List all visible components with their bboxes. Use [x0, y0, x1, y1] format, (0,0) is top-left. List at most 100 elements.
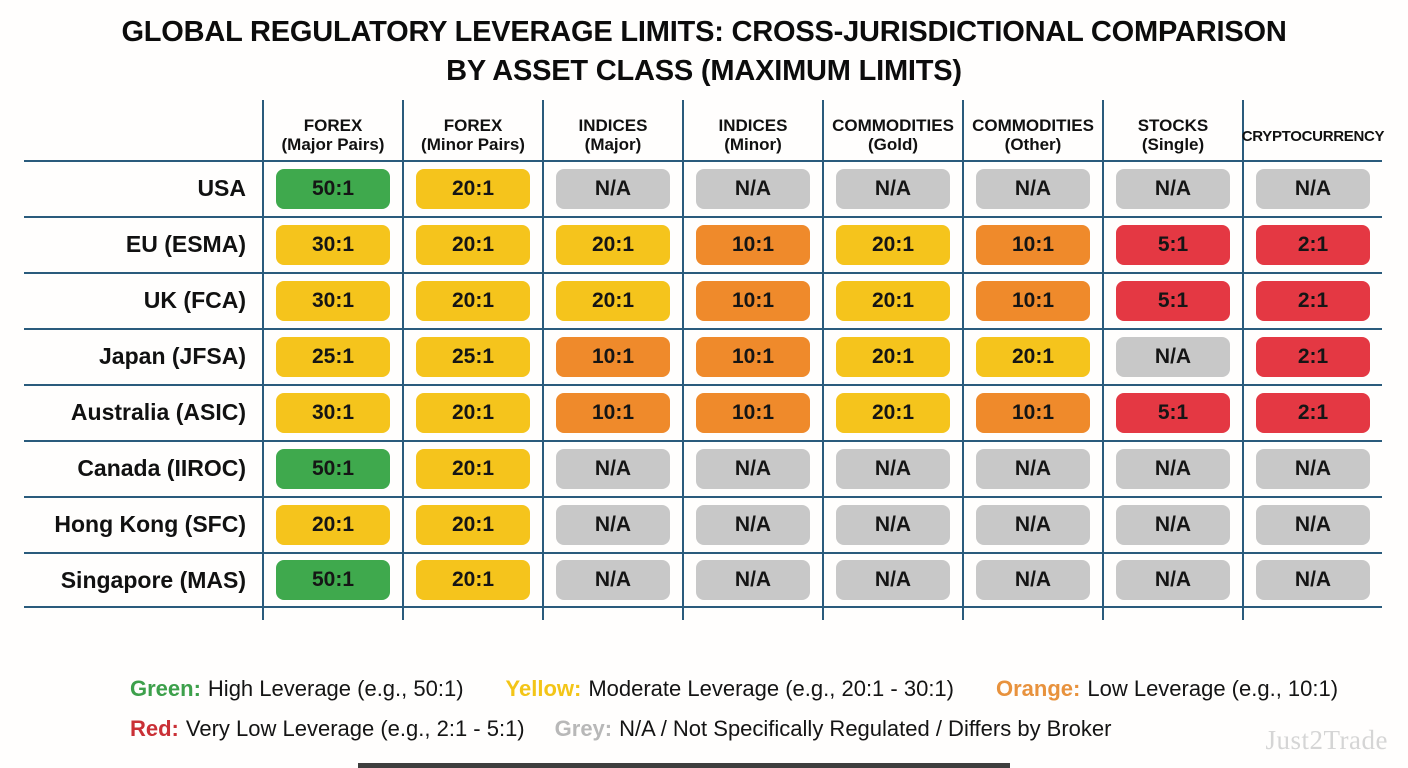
leverage-pill-red: 2:1	[1256, 281, 1370, 321]
leverage-pill-yellow: 20:1	[416, 560, 530, 600]
leverage-cell: N/A	[542, 552, 682, 608]
leverage-cell: N/A	[1102, 440, 1242, 496]
leverage-cell: 10:1	[962, 272, 1102, 328]
leverage-pill-orange: 10:1	[976, 225, 1090, 265]
leverage-pill-grey: N/A	[1116, 337, 1230, 377]
leverage-cell: 25:1	[402, 328, 542, 384]
leverage-pill-grey: N/A	[1256, 449, 1370, 489]
leverage-pill-orange: 10:1	[696, 337, 810, 377]
leverage-pill-yellow: 20:1	[836, 337, 950, 377]
leverage-pill-yellow: 30:1	[276, 281, 390, 321]
leverage-cell: 30:1	[262, 216, 402, 272]
column-header: STOCKS (Single)	[1102, 100, 1242, 160]
leverage-cell: N/A	[962, 552, 1102, 608]
leverage-pill-grey: N/A	[696, 560, 810, 600]
leverage-cell: 20:1	[962, 328, 1102, 384]
leverage-pill-red: 2:1	[1256, 393, 1370, 433]
table-tail	[542, 608, 682, 620]
legend-item: Yellow: Moderate Leverage (e.g., 20:1 - 3…	[506, 676, 954, 702]
leverage-pill-grey: N/A	[696, 169, 810, 209]
leverage-pill-red: 5:1	[1116, 225, 1230, 265]
leverage-pill-orange: 10:1	[696, 225, 810, 265]
leverage-pill-yellow: 30:1	[276, 225, 390, 265]
leverage-pill-yellow: 20:1	[276, 505, 390, 545]
table-corner	[24, 100, 262, 160]
leverage-cell: 20:1	[402, 440, 542, 496]
leverage-pill-red: 5:1	[1116, 393, 1230, 433]
leverage-cell: N/A	[542, 496, 682, 552]
legend-color-label: Green:	[130, 676, 201, 701]
legend-text: Moderate Leverage (e.g., 20:1 - 30:1)	[588, 676, 954, 701]
leverage-cell: N/A	[1102, 160, 1242, 216]
leverage-cell: 20:1	[402, 496, 542, 552]
leverage-pill-orange: 10:1	[696, 281, 810, 321]
leverage-pill-grey: N/A	[976, 560, 1090, 600]
leverage-cell: 20:1	[822, 384, 962, 440]
legend-item: Red: Very Low Leverage (e.g., 2:1 - 5:1)	[130, 716, 525, 742]
page-title-line2: BY ASSET CLASS (MAXIMUM LIMITS)	[446, 55, 962, 87]
column-header: CRYPTOCURRENCY	[1242, 100, 1385, 160]
leverage-pill-grey: N/A	[1256, 169, 1370, 209]
legend-color-label: Yellow:	[505, 676, 582, 701]
leverage-cell: 10:1	[682, 272, 822, 328]
column-header: INDICES (Minor)	[682, 100, 822, 160]
leverage-cell: 20:1	[822, 272, 962, 328]
leverage-pill-yellow: 20:1	[836, 225, 950, 265]
watermark-just2trade: Just2Trade	[1265, 725, 1388, 755]
leverage-pill-green: 50:1	[276, 169, 390, 209]
table-tail	[822, 608, 962, 620]
leverage-pill-green: 50:1	[276, 560, 390, 600]
leverage-pill-yellow: 30:1	[276, 393, 390, 433]
leverage-cell: N/A	[682, 496, 822, 552]
row-label: Japan (JFSA)	[24, 328, 262, 384]
column-header: COMMODITIES (Other)	[962, 100, 1102, 160]
row-label: Canada (IIROC)	[24, 440, 262, 496]
leverage-pill-grey: N/A	[1116, 169, 1230, 209]
row-label: Australia (ASIC)	[24, 384, 262, 440]
legend-text: Very Low Leverage (e.g., 2:1 - 5:1)	[185, 716, 525, 741]
leverage-cell: N/A	[1242, 160, 1382, 216]
leverage-pill-grey: N/A	[976, 449, 1090, 489]
table-tail	[1242, 608, 1382, 620]
leverage-cell: N/A	[682, 160, 822, 216]
leverage-pill-yellow: 20:1	[836, 393, 950, 433]
leverage-pill-orange: 10:1	[696, 393, 810, 433]
leverage-pill-yellow: 25:1	[276, 337, 390, 377]
leverage-pill-grey: N/A	[1256, 505, 1370, 545]
leverage-pill-grey: N/A	[976, 169, 1090, 209]
leverage-pill-grey: N/A	[556, 169, 670, 209]
leverage-pill-yellow: 20:1	[416, 281, 530, 321]
leverage-cell: 20:1	[402, 384, 542, 440]
leverage-pill-yellow: 20:1	[416, 225, 530, 265]
leverage-pill-red: 2:1	[1256, 337, 1370, 377]
leverage-cell: N/A	[822, 496, 962, 552]
leverage-cell: 20:1	[822, 328, 962, 384]
leverage-cell: N/A	[682, 440, 822, 496]
leverage-cell: N/A	[1102, 328, 1242, 384]
leverage-pill-grey: N/A	[556, 505, 670, 545]
leverage-pill-yellow: 25:1	[416, 337, 530, 377]
leverage-pill-yellow: 20:1	[416, 449, 530, 489]
leverage-pill-grey: N/A	[836, 560, 950, 600]
leverage-limits-table: FOREX (Major Pairs) FOREX (Minor Pairs) INDI…	[24, 100, 1385, 620]
leverage-cell: 2:1	[1242, 328, 1382, 384]
table-tail	[262, 608, 402, 620]
leverage-cell: 5:1	[1102, 272, 1242, 328]
leverage-cell: 10:1	[962, 384, 1102, 440]
legend-text: Low Leverage (e.g., 10:1)	[1087, 676, 1339, 701]
leverage-cell: 10:1	[542, 328, 682, 384]
leverage-cell: 50:1	[262, 552, 402, 608]
leverage-cell: N/A	[822, 440, 962, 496]
table-tail	[1102, 608, 1242, 620]
leverage-pill-grey: N/A	[1116, 505, 1230, 545]
column-header: INDICES (Major)	[542, 100, 682, 160]
cropped-bottom-bar	[358, 763, 1010, 768]
table-tail	[24, 608, 262, 620]
table-tail	[402, 608, 542, 620]
leverage-pill-grey: N/A	[836, 505, 950, 545]
leverage-cell: N/A	[542, 440, 682, 496]
legend-text: N/A / Not Specifically Regulated / Diffe…	[619, 716, 1112, 741]
leverage-cell: 2:1	[1242, 272, 1382, 328]
leverage-pill-grey: N/A	[696, 505, 810, 545]
leverage-cell: 50:1	[262, 160, 402, 216]
